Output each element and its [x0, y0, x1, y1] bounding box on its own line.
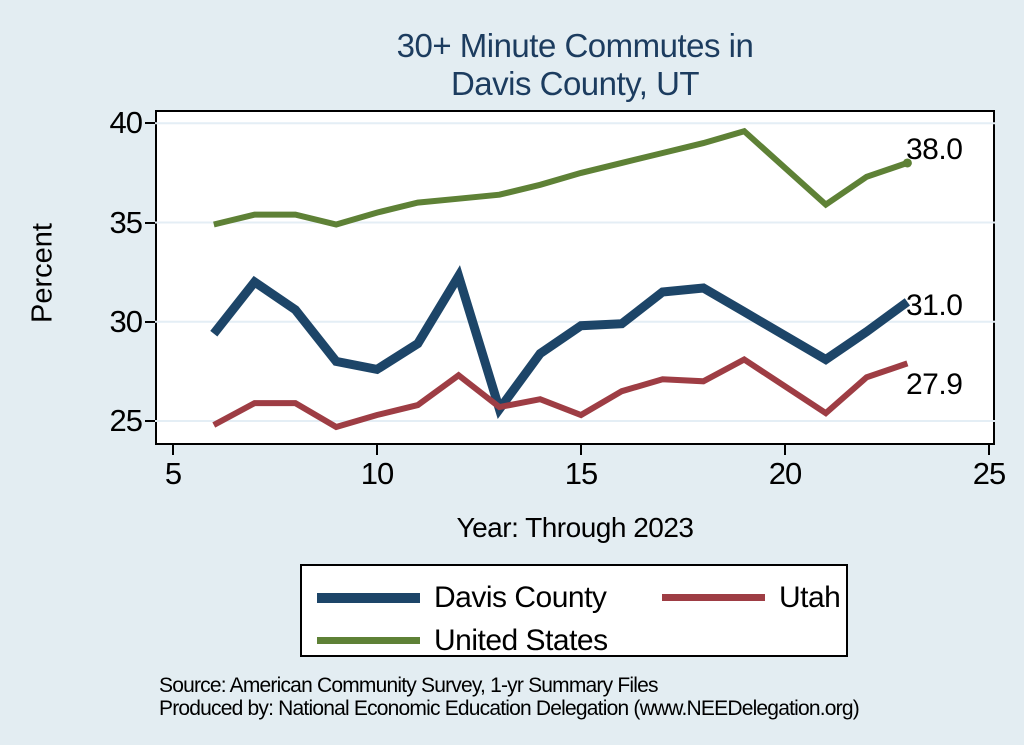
end-label-davis-county: 31.0	[906, 288, 963, 322]
y-tick-mark-35	[145, 221, 155, 224]
series-line-davis-county	[210, 265, 911, 419]
series-line-utah	[212, 356, 909, 431]
x-tick-label-25: 25	[972, 456, 1006, 491]
series-end-marker-united-states	[902, 158, 912, 168]
legend: Davis County Utah United States	[300, 564, 848, 657]
series-line-united-states	[213, 127, 909, 228]
plot-area	[155, 110, 995, 445]
x-tick-mark-15	[580, 445, 582, 455]
y-tick-label-30: 30	[109, 303, 143, 339]
x-tick-label-10: 10	[360, 456, 394, 491]
x-tick-mark-20	[784, 445, 786, 455]
end-label-united-states: 38.0	[906, 132, 963, 166]
y-tick-label-25: 25	[109, 403, 143, 438]
footer-source: Source: American Community Survey, 1-yr …	[159, 674, 659, 697]
y-tick-label-40: 40	[109, 105, 143, 141]
footer-produced-by: Produced by: National Economic Education…	[159, 697, 860, 720]
x-tick-label-20: 20	[768, 456, 802, 491]
x-tick-label-15: 15	[564, 456, 598, 491]
legend-item-utah: Utah	[662, 580, 841, 615]
utah-line-swatch	[662, 594, 765, 601]
davis-county-line-swatch	[317, 592, 420, 603]
legend-label-davis-county: Davis County	[434, 580, 607, 614]
end-label-utah: 27.9	[906, 368, 963, 402]
y-axis-label: Percent	[26, 223, 59, 323]
legend-item-davis-county: Davis County	[317, 581, 662, 615]
x-axis-label: Year: Through 2023	[456, 512, 694, 543]
y-tick-mark-25	[145, 420, 155, 422]
x-tick-label-5: 5	[164, 456, 182, 491]
x-tick-mark-10	[376, 445, 378, 455]
legend-label-united-states: United States	[434, 623, 608, 657]
title-line-2: Davis County, UT	[450, 65, 700, 102]
legend-row-1: Davis County Utah	[302, 579, 846, 616]
united-states-line-swatch	[317, 637, 420, 644]
page-title: 30+ Minute Commutes in Davis County, UT	[155, 27, 995, 103]
chart-svg	[155, 122, 995, 431]
legend-item-united-states: United States	[317, 624, 662, 658]
title-line-1: 30+ Minute Commutes in	[396, 27, 754, 64]
x-tick-mark-5	[172, 445, 174, 455]
legend-label-utah: Utah	[779, 580, 841, 614]
y-tick-mark-40	[145, 122, 155, 125]
y-tick-label-35: 35	[109, 204, 143, 240]
x-tick-mark-25	[988, 445, 990, 455]
legend-row-2: United States	[302, 622, 846, 659]
y-tick-mark-30	[145, 320, 155, 323]
footer: Source: American Community Survey, 1-yr …	[159, 674, 860, 720]
